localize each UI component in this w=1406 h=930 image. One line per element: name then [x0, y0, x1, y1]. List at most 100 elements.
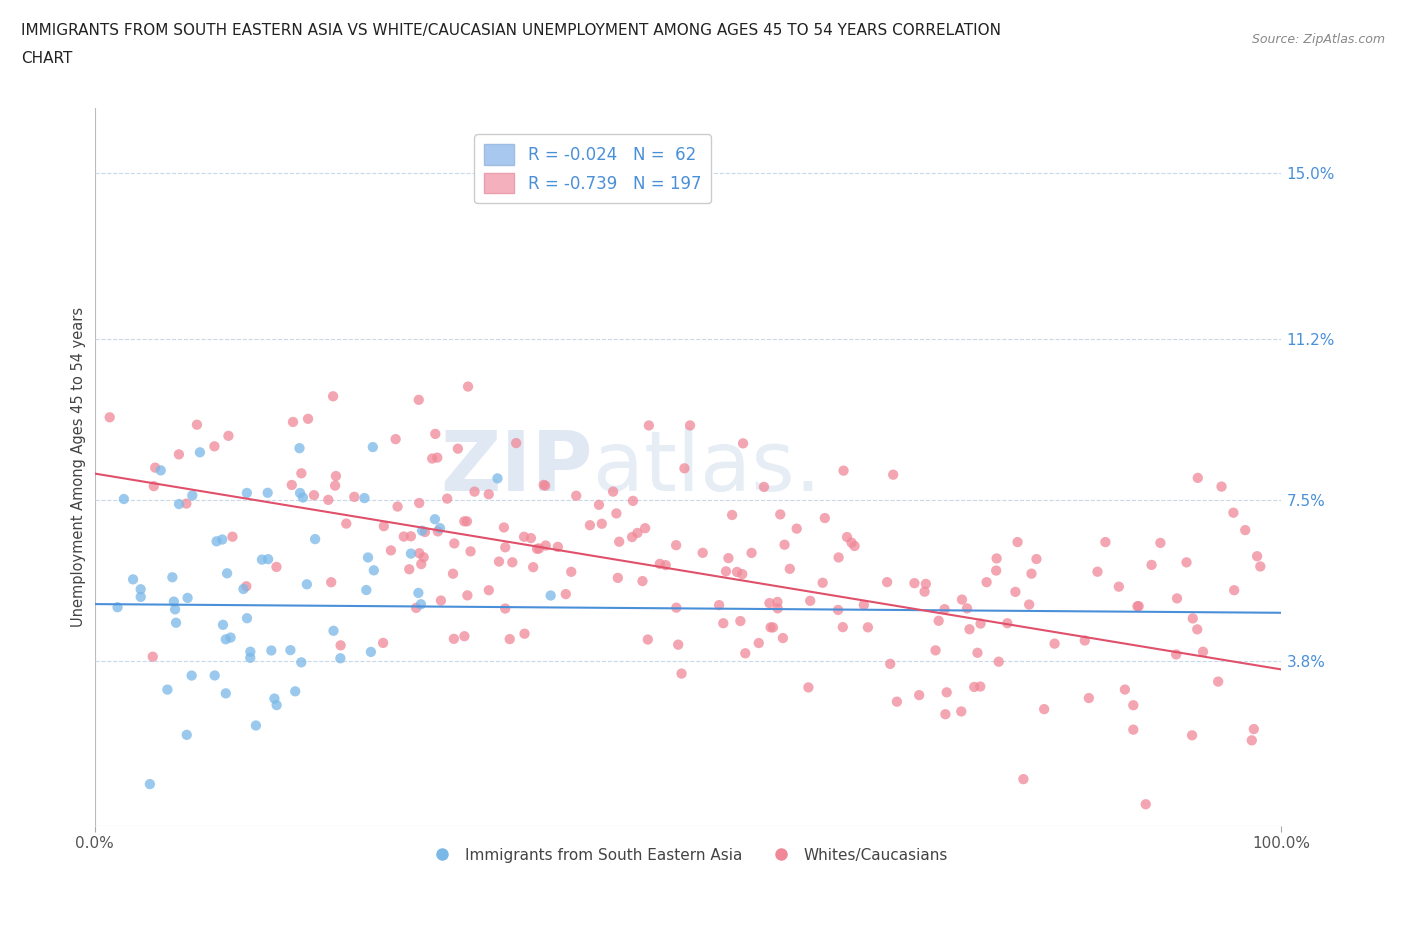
Point	[478, 583, 501, 598]
Point	[679, 418, 702, 432]
Point	[1108, 579, 1130, 594]
Point	[408, 392, 430, 407]
Point	[1166, 591, 1188, 605]
Point	[211, 532, 233, 547]
Point	[725, 565, 748, 579]
Point	[741, 546, 763, 561]
Point	[711, 616, 734, 631]
Point	[1234, 523, 1257, 538]
Point	[288, 441, 311, 456]
Point	[1007, 535, 1029, 550]
Point	[903, 576, 925, 591]
Point	[648, 556, 671, 571]
Point	[142, 479, 165, 494]
Point	[1166, 647, 1188, 662]
Point	[263, 691, 285, 706]
Point	[456, 588, 478, 603]
Point	[513, 529, 536, 544]
Point	[478, 486, 501, 501]
Point	[779, 562, 801, 577]
Point	[1114, 682, 1136, 697]
Point	[626, 525, 648, 540]
Point	[1043, 636, 1066, 651]
Point	[290, 655, 312, 670]
Point	[607, 534, 630, 549]
Point	[526, 541, 548, 556]
Point	[188, 445, 211, 459]
Point	[260, 643, 283, 658]
Point	[1222, 505, 1244, 520]
Point	[1249, 559, 1271, 574]
Point	[986, 564, 1008, 578]
Point	[257, 551, 280, 566]
Point	[413, 525, 436, 539]
Point	[1122, 698, 1144, 712]
Point	[408, 586, 430, 601]
Point	[335, 516, 357, 531]
Point	[969, 679, 991, 694]
Point	[1122, 723, 1144, 737]
Point	[721, 508, 744, 523]
Point	[637, 632, 659, 647]
Point	[112, 492, 135, 507]
Point	[1021, 566, 1043, 581]
Point	[163, 594, 186, 609]
Point	[1211, 479, 1233, 494]
Point	[956, 601, 979, 616]
Point	[426, 524, 449, 538]
Point	[935, 684, 957, 699]
Point	[928, 614, 950, 629]
Point	[176, 496, 198, 511]
Point	[323, 478, 346, 493]
Point	[987, 655, 1010, 670]
Point	[827, 603, 849, 618]
Point	[165, 616, 187, 631]
Point	[186, 418, 208, 432]
Point	[453, 514, 475, 529]
Point	[321, 575, 343, 590]
Point	[540, 588, 562, 603]
Point	[107, 600, 129, 615]
Point	[204, 439, 226, 454]
Point	[167, 447, 190, 462]
Point	[398, 562, 420, 577]
Point	[488, 554, 510, 569]
Point	[165, 602, 187, 617]
Point	[565, 488, 588, 503]
Point	[180, 668, 202, 683]
Point	[221, 529, 243, 544]
Point	[129, 590, 152, 604]
Point	[1077, 691, 1099, 706]
Point	[447, 441, 470, 456]
Point	[666, 637, 689, 652]
Point	[212, 618, 235, 632]
Point	[654, 558, 676, 573]
Point	[908, 687, 931, 702]
Point	[707, 598, 730, 613]
Point	[181, 488, 204, 503]
Point	[879, 657, 901, 671]
Point	[534, 538, 557, 553]
Point	[924, 643, 946, 658]
Point	[1126, 599, 1149, 614]
Point	[769, 507, 792, 522]
Point	[856, 620, 879, 635]
Point	[392, 529, 415, 544]
Point	[1243, 722, 1265, 737]
Point	[527, 541, 550, 556]
Point	[219, 631, 242, 645]
Point	[425, 427, 447, 442]
Point	[1181, 611, 1204, 626]
Point	[959, 622, 981, 637]
Point	[831, 619, 853, 634]
Point	[1128, 599, 1150, 614]
Point	[411, 557, 433, 572]
Point	[353, 491, 375, 506]
Point	[363, 563, 385, 578]
Point	[969, 617, 991, 631]
Point	[380, 543, 402, 558]
Point	[357, 550, 380, 565]
Point	[1192, 644, 1215, 659]
Point	[914, 584, 936, 599]
Point	[950, 704, 973, 719]
